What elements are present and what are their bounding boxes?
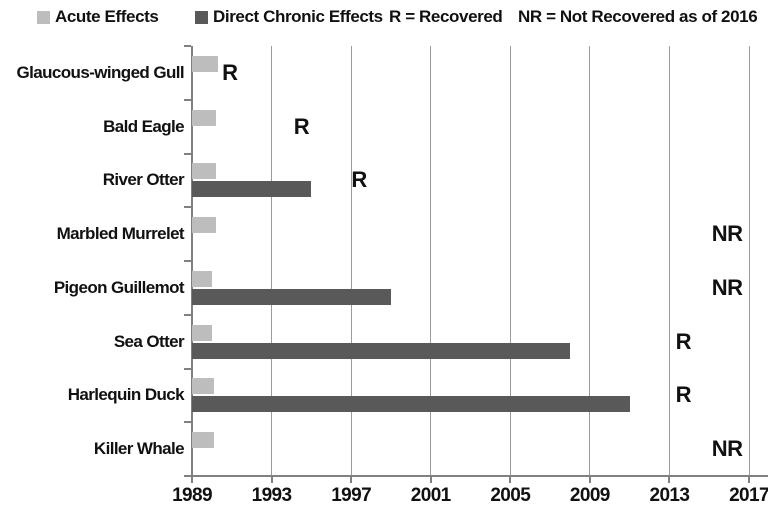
category-label-pigeon-guillemot: Pigeon Guillemot <box>53 277 185 297</box>
category-label-river-otter: River Otter <box>102 170 185 190</box>
x-tick-2001 <box>429 476 432 483</box>
recovery-status-sea-otter: R <box>675 328 692 354</box>
x-tick-label-2009: 2009 <box>569 485 610 506</box>
x-tick-label-2013: 2013 <box>649 485 690 506</box>
chronic-effects-bar-6 <box>192 396 630 413</box>
legend-label-direct-chronic-effects: Direct Chronic Effects <box>213 7 383 26</box>
gridline-1997 <box>350 46 352 476</box>
chronic-effects-bar-5 <box>192 342 570 359</box>
legend-label-not-recovered: NR = Not Recovered as of 2016 <box>518 7 758 26</box>
acute-effects-swatch <box>37 10 50 24</box>
category-label-bald-eagle: Bald Eagle <box>103 116 185 136</box>
x-tick-2009 <box>588 476 591 483</box>
x-tick-label-1997: 1997 <box>331 485 372 506</box>
x-tick-label-2005: 2005 <box>490 485 531 506</box>
acute-effects-bar-0 <box>192 55 218 72</box>
y-tick <box>184 313 191 316</box>
x-tick-1993 <box>270 476 273 483</box>
x-tick-label-1989: 1989 <box>172 485 212 506</box>
category-label-glaucous-winged-gull: Glaucous-winged Gull <box>16 62 185 82</box>
recovery-status-pigeon-guillemot: NR <box>711 274 743 300</box>
x-tick-2017 <box>748 476 750 483</box>
y-tick <box>184 45 191 47</box>
y-tick <box>184 367 191 370</box>
acute-effects-bar-7 <box>192 432 214 449</box>
acute-effects-bar-2 <box>192 163 216 180</box>
recovery-status-river-otter: R <box>351 167 367 193</box>
recovery-status-killer-whale: NR <box>711 436 743 462</box>
chronic-effects-bar-2 <box>192 181 312 198</box>
gridline-2001 <box>430 46 432 476</box>
category-label-killer-whale: Killer Whale <box>93 439 185 459</box>
gridline-2017 <box>748 46 750 476</box>
recovery-status-glaucous-winged-gull: R <box>222 59 238 85</box>
x-tick-2013 <box>668 476 671 483</box>
chronic-effects-swatch <box>195 10 208 24</box>
recovery-status-bald-eagle: R <box>293 113 310 139</box>
category-label-marbled-murrelet: Marbled Murrelet <box>56 224 185 244</box>
x-axis-line <box>185 475 768 477</box>
gridline-2013 <box>668 46 670 476</box>
y-tick <box>184 260 191 262</box>
acute-effects-bar-5 <box>192 324 212 341</box>
legend-item-direct-chronic-effects: Direct Chronic Effects <box>195 6 383 28</box>
chart-legend: Acute Effects Direct Chronic Effects R =… <box>0 0 768 34</box>
x-tick-label-1993: 1993 <box>251 485 292 506</box>
gridline-1993 <box>271 46 273 476</box>
x-tick-1997 <box>350 476 353 483</box>
legend-label-recovered: R = Recovered <box>389 7 503 26</box>
category-label-sea-otter: Sea Otter <box>113 331 185 351</box>
y-tick <box>184 475 191 477</box>
legend-item-acute-effects: Acute Effects <box>37 6 159 28</box>
acute-effects-bar-3 <box>192 217 216 234</box>
acute-effects-bar-1 <box>192 109 216 126</box>
chronic-effects-bar-4 <box>192 288 391 305</box>
legend-label-acute-effects: Acute Effects <box>55 7 159 26</box>
acute-effects-bar-6 <box>192 378 214 395</box>
acute-effects-bar-4 <box>192 270 212 287</box>
x-tick-label-2017: 2017 <box>729 485 768 506</box>
legend-note-not-recovered: NR = Not Recovered as of 2016 <box>518 6 758 28</box>
y-axis-line <box>191 46 193 477</box>
x-tick-2005 <box>509 476 512 483</box>
x-tick-1989 <box>191 476 193 483</box>
recovery-status-marbled-murrelet: NR <box>711 221 743 247</box>
legend-note-recovered: R = Recovered <box>389 6 503 28</box>
x-tick-label-2001: 2001 <box>410 485 451 506</box>
gridline-2009 <box>589 46 591 476</box>
y-tick <box>184 421 191 424</box>
y-tick <box>184 98 191 101</box>
y-tick <box>184 206 191 209</box>
category-label-harlequin-duck: Harlequin Duck <box>67 385 185 405</box>
gridline-2005 <box>509 46 511 476</box>
recovery-status-harlequin-duck: R <box>675 382 692 408</box>
y-tick <box>184 152 191 155</box>
